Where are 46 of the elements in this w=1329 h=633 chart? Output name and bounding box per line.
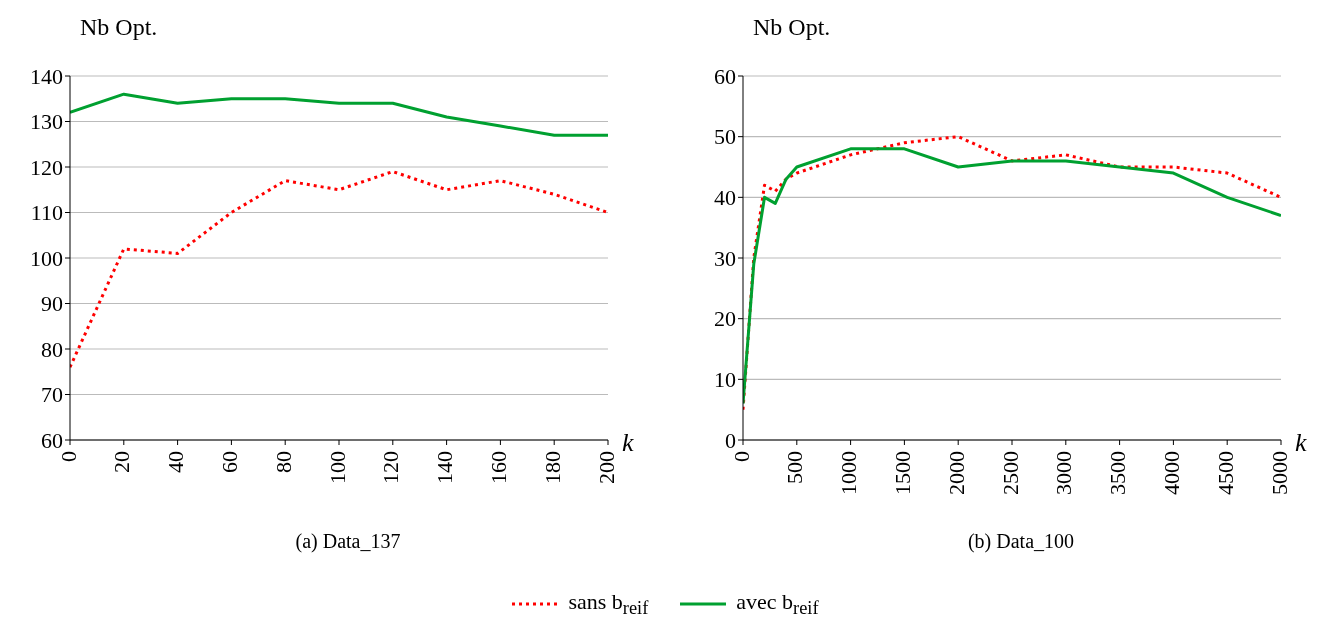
y-tick-label: 120 — [30, 154, 63, 180]
x-tick-label: 0 — [728, 451, 754, 462]
y-tick-label: 50 — [714, 124, 736, 150]
x-tick-label: 20 — [109, 451, 135, 473]
line-series — [70, 170, 608, 369]
x-tick-label: 140 — [432, 451, 458, 484]
x-tick-label: 100 — [324, 451, 350, 484]
y-tick-label: 130 — [30, 109, 63, 135]
x-tick-label: 3000 — [1051, 451, 1077, 495]
x-tick-label: 180 — [539, 451, 565, 484]
x-tick-label: 1500 — [890, 451, 916, 495]
y-axis-title: Nb Opt. — [753, 14, 831, 41]
x-tick-label: 0 — [55, 451, 81, 462]
x-axis-title: k — [622, 428, 634, 458]
x-tick-label: 1000 — [836, 451, 862, 495]
y-tick-label: 140 — [30, 63, 63, 89]
y-tick-label: 30 — [714, 245, 736, 271]
x-tick-label: 120 — [378, 451, 404, 484]
x-tick-label: 3500 — [1105, 451, 1131, 495]
x-axis-title: k — [1295, 428, 1307, 458]
text: (b) Data_100 — [966, 530, 1076, 553]
y-tick-label: 10 — [714, 367, 736, 393]
x-tick-label: 160 — [486, 451, 512, 484]
y-tick-label: 40 — [714, 185, 736, 211]
line-series — [70, 92, 608, 137]
y-tick-label: 100 — [30, 245, 63, 271]
x-tick-label: 5000 — [1266, 451, 1292, 495]
x-tick-label: 4000 — [1159, 451, 1185, 495]
y-tick-label: 20 — [714, 306, 736, 332]
text: (a) Data_137 — [294, 530, 402, 553]
y-tick-label: 70 — [41, 382, 63, 408]
x-tick-label: 40 — [163, 451, 189, 473]
y-tick-label: 90 — [41, 291, 63, 317]
x-tick-label: 500 — [782, 451, 808, 484]
y-tick-label: 60 — [714, 63, 736, 89]
x-tick-label: 2500 — [997, 451, 1023, 495]
x-tick-label: 4500 — [1212, 451, 1238, 495]
x-tick-label: 60 — [217, 451, 243, 473]
y-tick-label: 80 — [41, 336, 63, 362]
y-axis-title: Nb Opt. — [80, 14, 158, 41]
legend-label: avec b$_{reif}$ — [736, 589, 819, 620]
x-tick-label: 2000 — [943, 451, 969, 495]
y-tick-label: 110 — [30, 200, 63, 226]
x-tick-label: 80 — [270, 451, 296, 473]
legend-label: sans b$_{reif}$ — [568, 589, 649, 620]
x-tick-label: 200 — [593, 451, 619, 484]
